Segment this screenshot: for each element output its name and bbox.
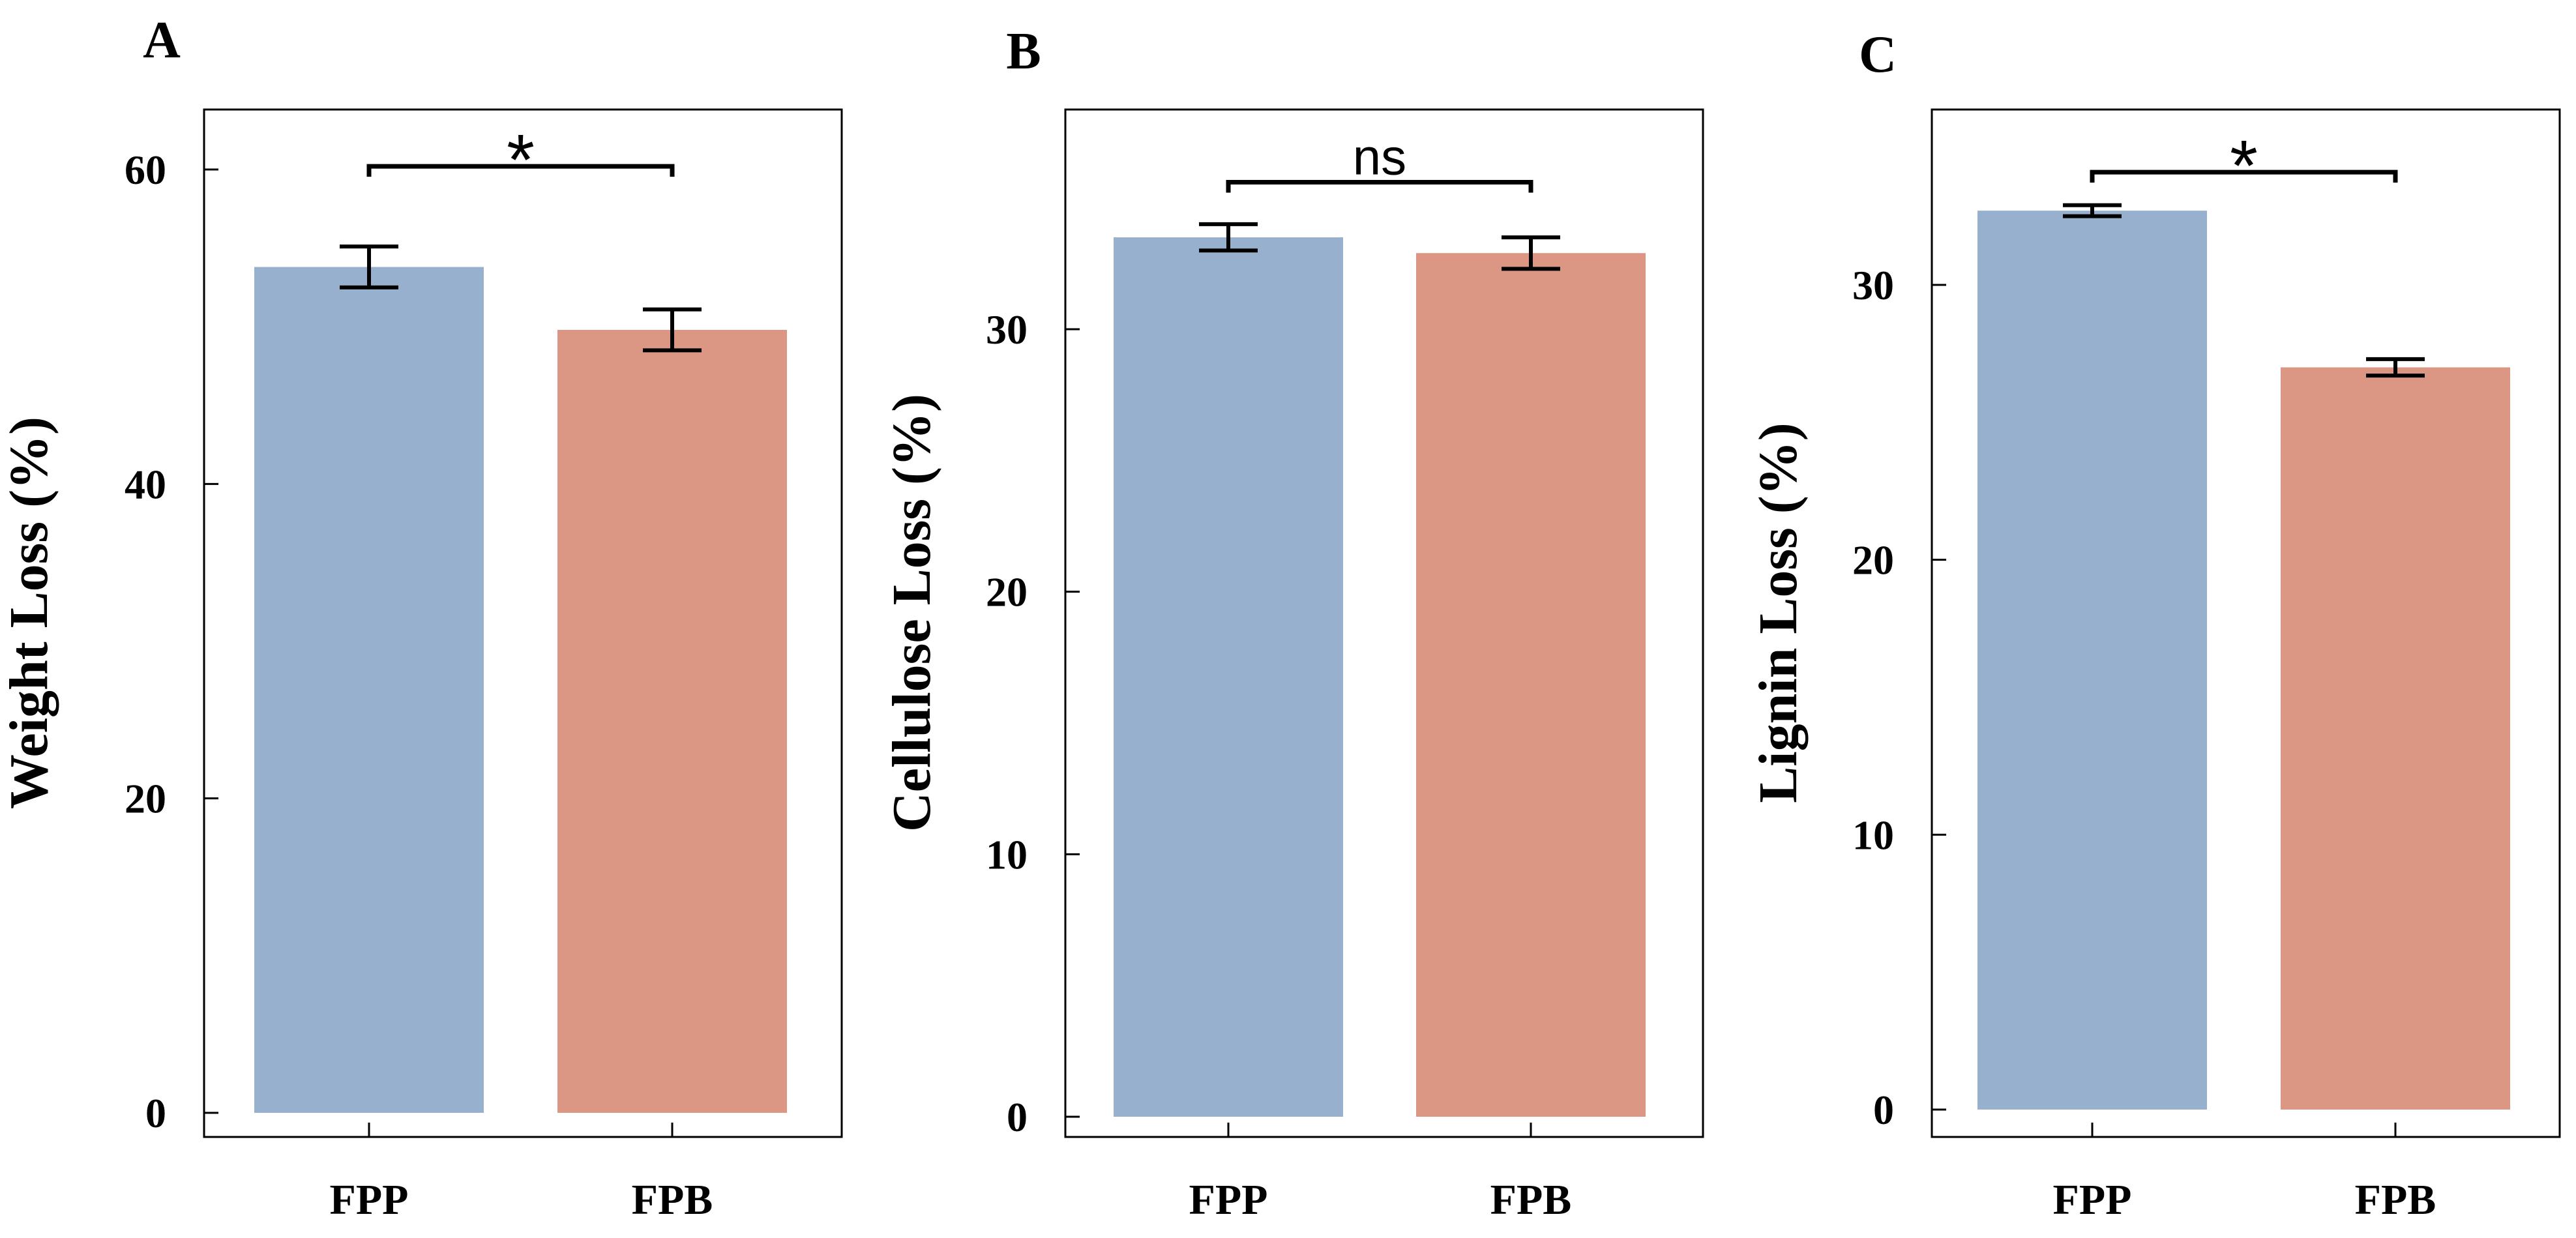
panel-label-B: B	[1006, 23, 1041, 80]
y-tick-label: 0	[145, 1090, 166, 1136]
plot-frame-C	[1931, 108, 2561, 1138]
y-axis-label: Cellulose Loss (%)	[881, 394, 942, 832]
y-axis-label: Lignin Loss (%)	[1748, 422, 1809, 803]
significance-bracket	[366, 164, 675, 177]
plot-frame-B	[1064, 108, 1704, 1138]
x-tick-label-FPB: FPB	[1490, 1176, 1572, 1224]
y-tick-label: 10	[1852, 812, 1894, 858]
panel-label-A: A	[143, 12, 181, 69]
y-tick-label: 20	[986, 569, 1028, 615]
y-tick-label: 20	[125, 776, 166, 822]
significance-bracket	[2090, 169, 2398, 183]
x-tick-label-FPP: FPP	[330, 1176, 409, 1224]
y-tick-label: 0	[1007, 1094, 1028, 1140]
x-tick-label-FPP: FPP	[2053, 1176, 2132, 1224]
y-tick-label: 10	[986, 831, 1028, 877]
bar-FPB	[1416, 253, 1646, 1117]
y-tick-label: 30	[1852, 262, 1894, 308]
y-tick-label: 20	[1852, 537, 1894, 583]
y-tick-label: 0	[1873, 1087, 1894, 1133]
x-tick-label-FPP: FPP	[1189, 1176, 1268, 1224]
y-tick-label: 30	[986, 306, 1028, 353]
bar-FPP	[1977, 211, 2207, 1110]
significance-label: ns	[1353, 128, 1406, 186]
x-tick-label-FPB: FPB	[632, 1176, 713, 1224]
significance-bracket	[1226, 180, 1533, 193]
bar-FPB	[557, 329, 787, 1113]
significance-label: *	[507, 120, 535, 200]
x-tick-label-FPB: FPB	[2355, 1176, 2436, 1224]
y-tick-label: 40	[125, 461, 166, 507]
bar-FPP	[1114, 237, 1343, 1117]
bar-FPP	[254, 267, 484, 1113]
y-axis-label: Weight Loss (%)	[0, 417, 59, 809]
y-tick-label: 60	[125, 147, 166, 193]
panel-label-C: C	[1859, 26, 1897, 83]
bar-FPB	[2281, 367, 2510, 1110]
plot-frame-A	[203, 108, 843, 1138]
significance-label: *	[2230, 126, 2258, 206]
